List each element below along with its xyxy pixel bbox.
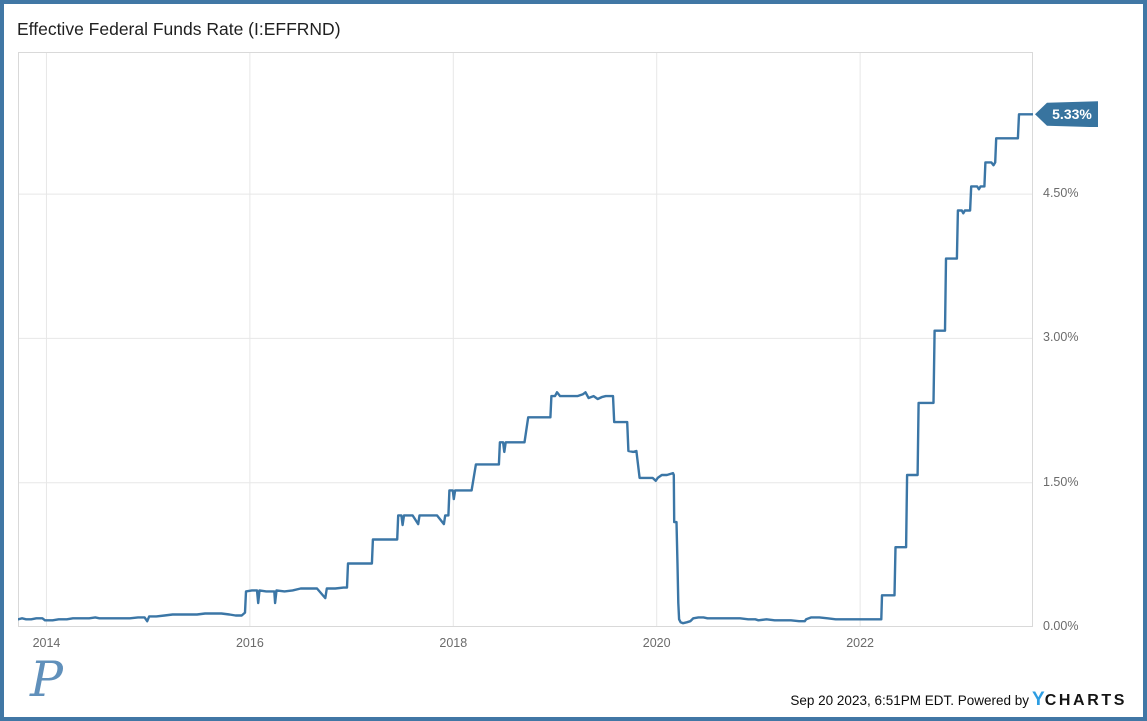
- ycharts-logo-y: Y: [1032, 689, 1045, 710]
- rate-line-chart: [18, 52, 1033, 627]
- footer-attribution: Sep 20 2023, 6:51PM EDT. Powered by Y CHA…: [790, 690, 1127, 709]
- effr-line-series: [18, 113, 1033, 625]
- x-tick-label: 2014: [32, 636, 61, 650]
- x-tick-label: 2022: [846, 636, 874, 650]
- chart-title: Effective Federal Funds Rate (I:EFFRND): [17, 19, 341, 39]
- y-tick-label: 0.00%: [1043, 619, 1079, 633]
- plot-area: [18, 52, 1033, 627]
- y-tick-label: 3.00%: [1043, 330, 1079, 345]
- provider-p-logo: P: [30, 651, 63, 708]
- x-tick-label: 2016: [235, 636, 264, 650]
- timestamp: Sep 20 2023, 6:51PM EDT. Powered by: [790, 693, 1030, 708]
- last-value-callout: 5.33%: [1035, 101, 1098, 128]
- ycharts-logo: Y CHARTS: [1029, 690, 1127, 709]
- x-tick-label: 2020: [642, 636, 671, 650]
- gridlines: [18, 52, 1033, 627]
- y-tick-label: 4.50%: [1043, 186, 1079, 201]
- y-tick-label: 1.50%: [1043, 474, 1079, 489]
- last-value-label: 5.33%: [1052, 106, 1092, 123]
- ycharts-logo-charts: CHARTS: [1044, 692, 1127, 709]
- plot-border: [18, 52, 1033, 627]
- x-tick-label: 2018: [439, 636, 468, 650]
